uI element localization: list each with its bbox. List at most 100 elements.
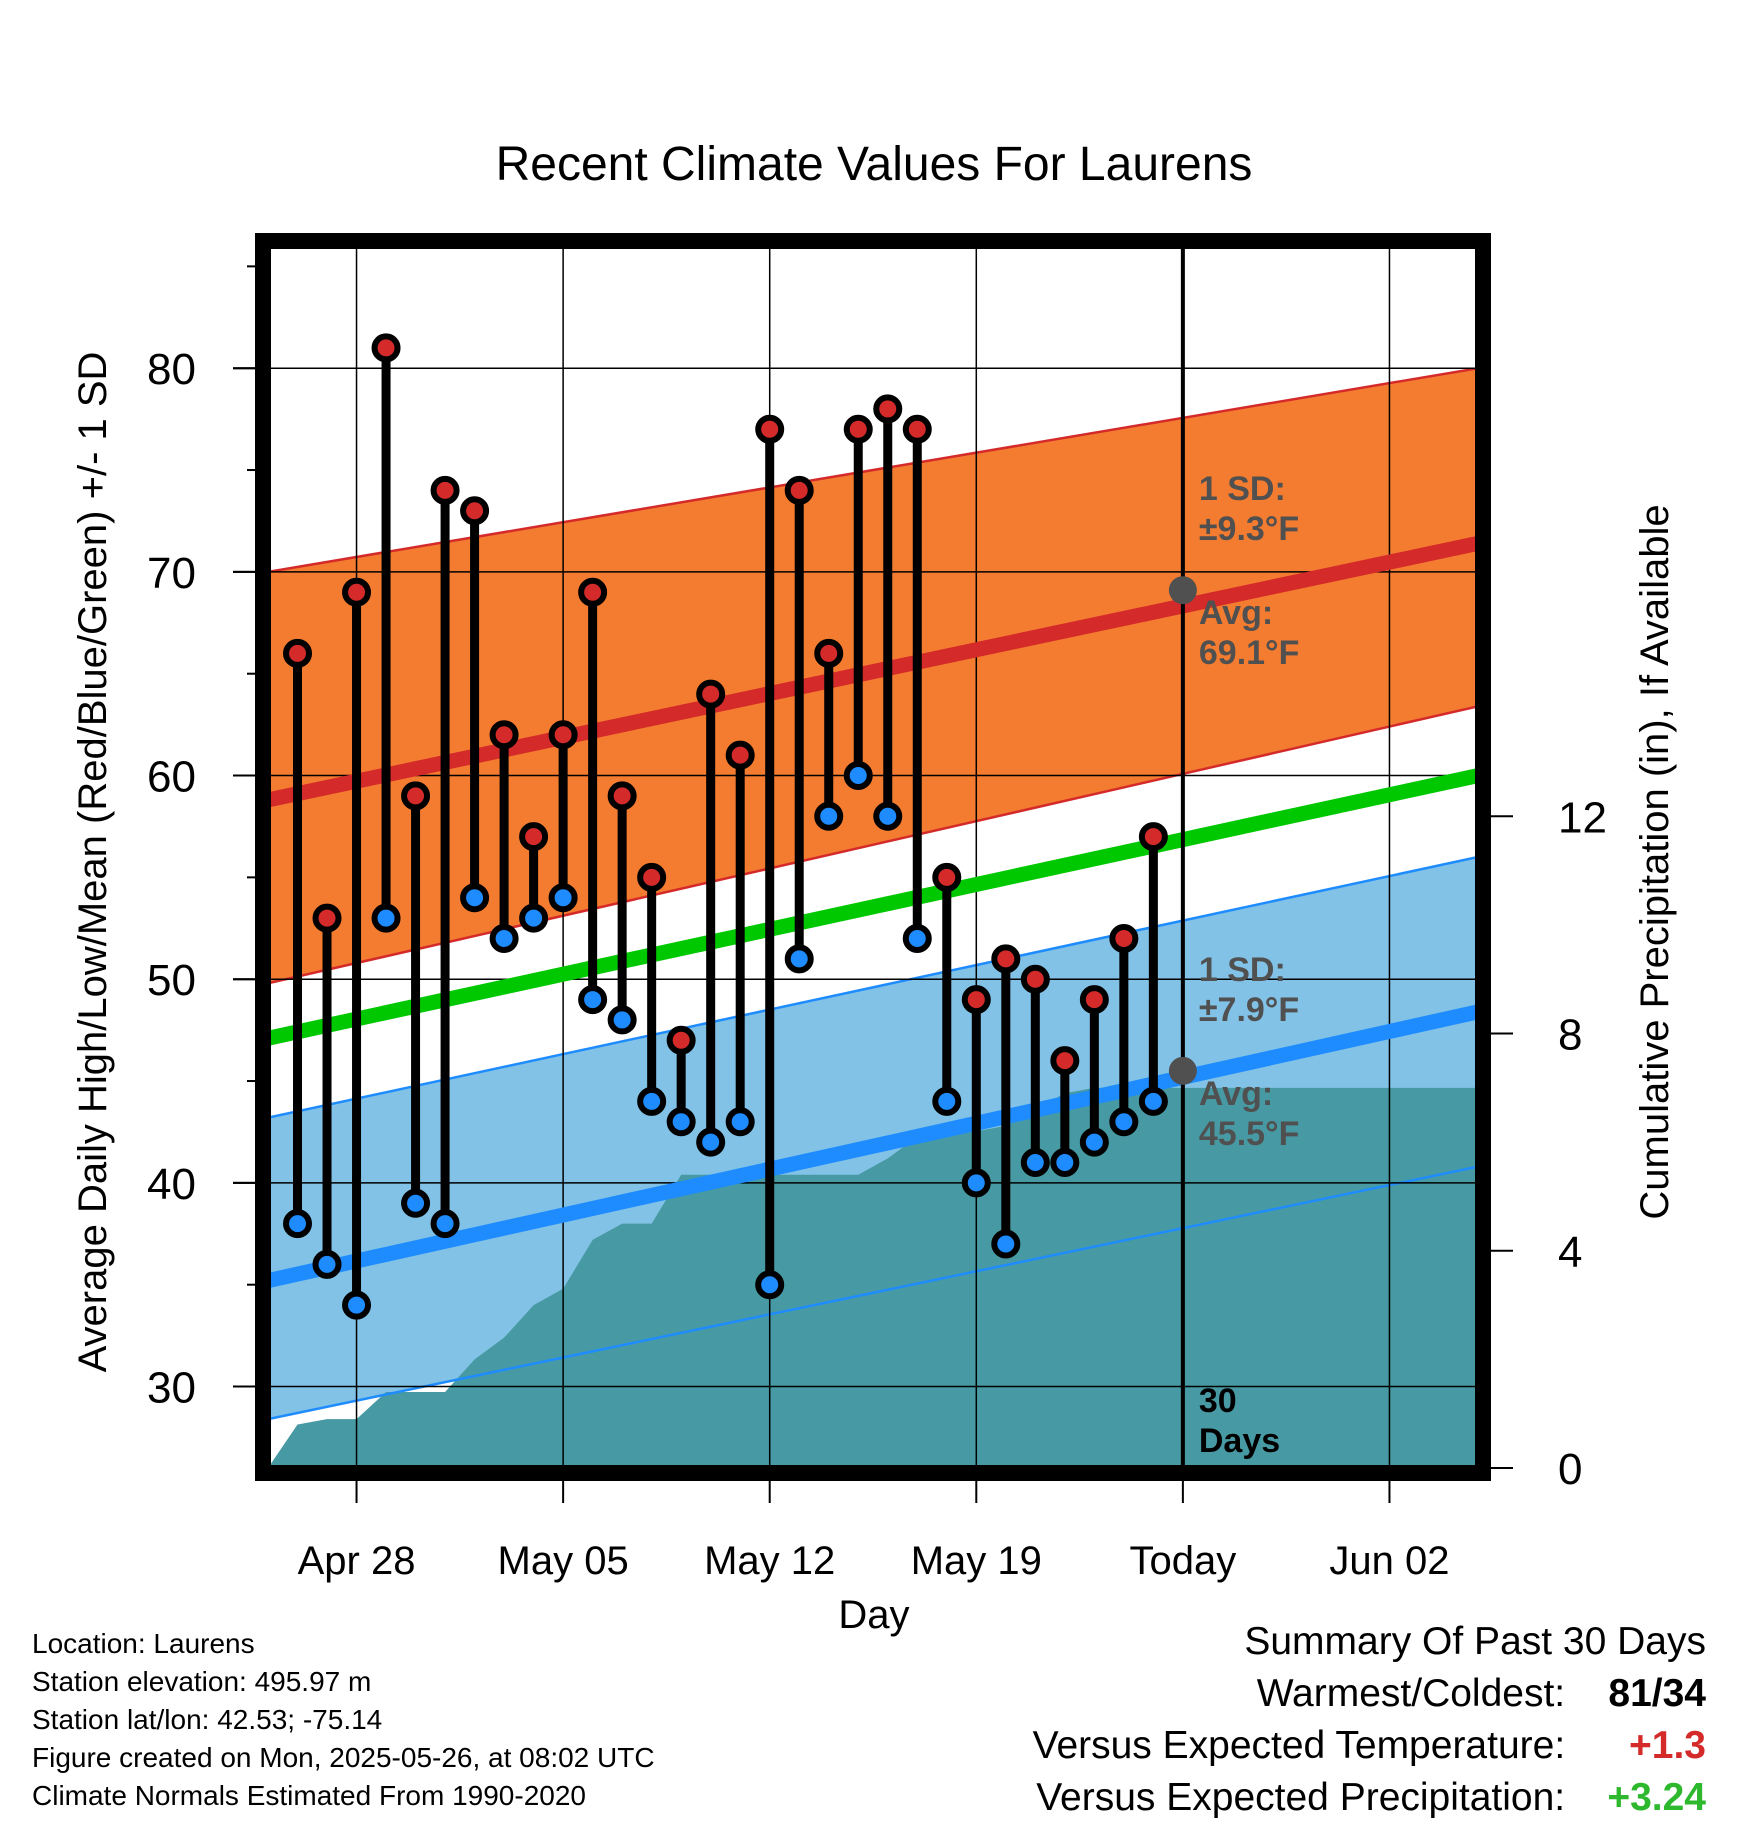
y-tick-label: 60 [147, 753, 196, 802]
daily-high-point [312, 903, 342, 933]
info-elevation: Station elevation: 495.97 m [32, 1666, 372, 1697]
daily-high-point [607, 781, 637, 811]
summary-warm-value: 81 [1608, 1672, 1652, 1715]
daily-high-point [401, 781, 431, 811]
y2-tick-label: 12 [1558, 793, 1607, 842]
daily-high-point [1079, 985, 1109, 1015]
low-sd-value: ±7.9°F [1199, 991, 1299, 1029]
summary-slash: / [1651, 1672, 1663, 1715]
daily-high-point [548, 720, 578, 750]
summary-warm-cold-label: Warmest/Coldest: [1256, 1672, 1566, 1715]
daily-low-point [401, 1188, 431, 1218]
daily-high-point [460, 496, 490, 526]
summary-warm-cold-row: Warmest/Coldest: 81/34 [1257, 1672, 1706, 1716]
daily-low-point [460, 883, 490, 913]
daily-high-point [1109, 923, 1139, 953]
daily-high-point [1020, 964, 1050, 994]
daily-low-point [932, 1086, 962, 1116]
x-axis-label: Day [838, 1593, 909, 1637]
daily-low-point [666, 1107, 696, 1137]
low-avg-value: 45.5°F [1199, 1115, 1300, 1153]
daily-low-point [637, 1086, 667, 1116]
daily-high-point [637, 862, 667, 892]
daily-low-point [784, 944, 814, 974]
info-location: Location: Laurens [32, 1628, 255, 1659]
daily-high-point [696, 679, 726, 709]
daily-low-point [283, 1209, 313, 1239]
summary-precip-row: Versus Expected Precipitation: +3.24 [1036, 1776, 1706, 1820]
summary-title-text: Summary Of Past 30 Days [1244, 1620, 1706, 1663]
chart-title: Recent Climate Values For Laurens [496, 138, 1253, 191]
period-label-days: Days [1199, 1422, 1280, 1460]
plot-frame [255, 233, 1491, 1481]
daily-low-point [607, 1005, 637, 1035]
daily-high-point [430, 475, 460, 505]
low-avg-line [268, 1004, 1478, 1288]
high-sd-label: 1 SD: [1199, 470, 1286, 508]
summary-title: Summary Of Past 30 Days [1244, 1620, 1706, 1664]
daily-low-point [814, 801, 844, 831]
daily-high-point [283, 638, 313, 668]
y-tick-label: 30 [147, 1364, 196, 1413]
summary-warm-cold-value: 81/34 [1576, 1672, 1706, 1716]
daily-high-point [342, 577, 372, 607]
daily-low-point [843, 761, 873, 791]
y2-tick-label: 8 [1558, 1011, 1582, 1060]
today-high-avg-marker [1168, 576, 1197, 605]
daily-low-point [312, 1249, 342, 1279]
daily-low-point [489, 923, 519, 953]
summary-precip-value: +3.24 [1607, 1776, 1706, 1819]
daily-high-point [371, 333, 401, 363]
summary-precip-label: Versus Expected Precipitation: [1036, 1776, 1566, 1819]
daily-low-point [725, 1107, 755, 1137]
summary-temp-row: Versus Expected Temperature: +1.3 [1033, 1724, 1706, 1768]
mean-avg-line [268, 768, 1478, 1046]
daily-high-point [1050, 1046, 1080, 1076]
high-avg-line [268, 536, 1478, 808]
daily-high-point [578, 577, 608, 607]
x-tick-label: Today [1130, 1539, 1237, 1583]
y-axis-label: Average Daily High/Low/Mean (Red/Blue/Gr… [71, 352, 115, 1373]
daily-high-point [666, 1025, 696, 1055]
daily-low-point [1020, 1148, 1050, 1177]
summary-cold-value: 34 [1662, 1672, 1706, 1715]
summary-temp-value: +1.3 [1629, 1724, 1706, 1767]
daily-low-point [902, 923, 932, 953]
y2-axis-label: Cumulative Precipitation (in), If Availa… [1633, 504, 1677, 1219]
summary-temp-label: Versus Expected Temperature: [1032, 1724, 1566, 1767]
low-avg-label: Avg: [1199, 1075, 1273, 1113]
daily-low-point [1079, 1127, 1109, 1157]
daily-high-point [725, 740, 755, 770]
daily-high-point [873, 394, 903, 424]
high-avg-value: 69.1°F [1199, 634, 1300, 672]
low-sd-label: 1 SD: [1199, 951, 1286, 989]
low-sd-upper-line [268, 855, 1478, 1119]
daily-high-point [932, 862, 962, 892]
daily-low-point [1138, 1086, 1168, 1116]
daily-low-point [342, 1290, 372, 1320]
x-tick-label: May 19 [911, 1539, 1042, 1583]
info-latlon: Station lat/lon: 42.53; -75.14 [32, 1704, 383, 1735]
daily-low-point [578, 985, 608, 1015]
period-label-number: 30 [1199, 1382, 1237, 1420]
high-sd-lower-line [268, 705, 1478, 985]
daily-low-point [873, 801, 903, 831]
daily-high-point [961, 985, 991, 1015]
daily-high-point [902, 414, 932, 444]
daily-high-point [814, 638, 844, 668]
high-sd-value: ±9.3°F [1199, 510, 1299, 548]
daily-low-point [1109, 1107, 1139, 1137]
daily-low-point [548, 883, 578, 913]
x-tick-label: Apr 28 [298, 1539, 416, 1583]
station-info: Location: Laurens Station elevation: 495… [32, 1625, 655, 1815]
daily-low-point [371, 903, 401, 933]
daily-high-point [784, 475, 814, 505]
daily-low-point [1050, 1148, 1080, 1177]
high-sd-upper-line [268, 366, 1478, 574]
info-normals: Climate Normals Estimated From 1990-2020 [32, 1780, 586, 1811]
x-tick-label: Jun 02 [1329, 1539, 1449, 1583]
y-tick-label: 50 [147, 956, 196, 1005]
y-tick-label: 70 [147, 549, 196, 598]
y2-tick-label: 0 [1558, 1445, 1582, 1494]
